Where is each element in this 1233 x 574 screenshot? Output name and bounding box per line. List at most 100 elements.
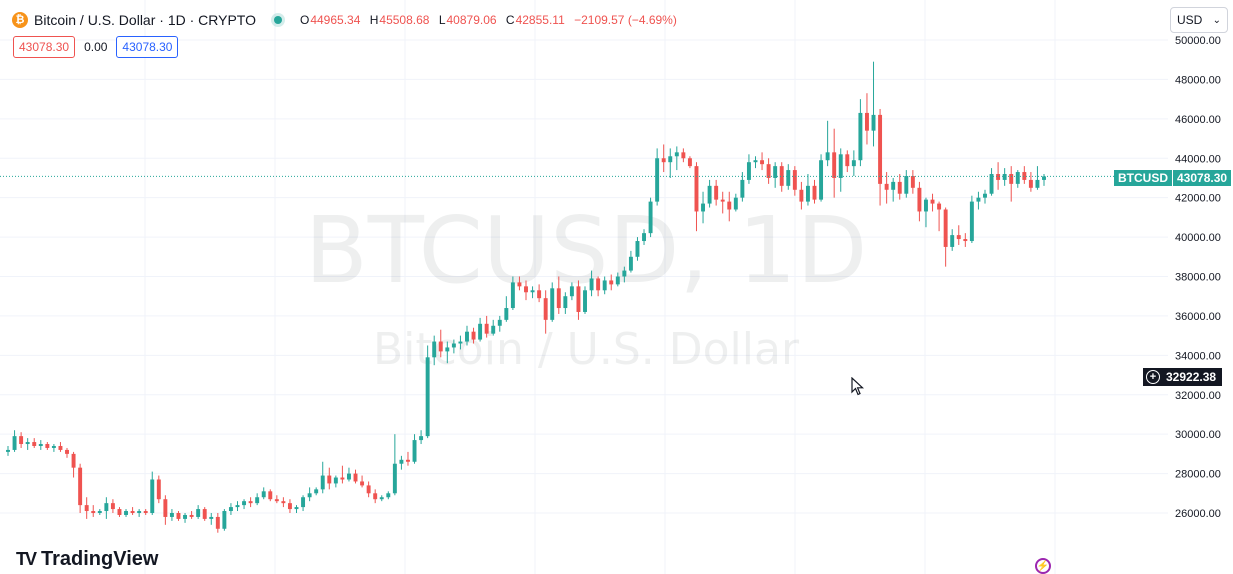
y-tick-label: 36000.00 (1175, 311, 1221, 323)
buy-button[interactable]: 43078.30 (116, 36, 179, 58)
plus-icon[interactable]: + (1146, 370, 1160, 384)
candle-down (1022, 172, 1027, 180)
candle-up (137, 511, 142, 513)
candle-up (1015, 172, 1020, 184)
y-tick-label: 48000.00 (1175, 74, 1221, 86)
candle-up (386, 493, 391, 498)
candle-down (727, 201, 732, 210)
price-axis[interactable]: 26000.00 28000.00 30000.00 32000.00 34000.00… (1175, 35, 1221, 520)
candle-up (773, 166, 778, 178)
candle-down (438, 341, 443, 352)
candle-up (674, 152, 679, 157)
candle-down (58, 445, 63, 450)
candle-up (589, 278, 594, 291)
candle-down (65, 449, 69, 454)
candle-up (38, 444, 43, 446)
watermark-symbol: BTCUSD, 1D (305, 197, 868, 304)
low-label: L (438, 13, 446, 27)
candle-up (320, 475, 325, 490)
candle-down (963, 239, 968, 242)
high-value: 45508.68 (379, 13, 430, 27)
candle-up (1035, 179, 1040, 188)
candle-down (661, 158, 666, 163)
candle-down (537, 290, 542, 299)
candle-down (996, 174, 1001, 180)
candle-down (274, 499, 279, 502)
candle-up (858, 112, 863, 161)
candle-down (360, 481, 365, 486)
open-value: 44965.34 (310, 13, 361, 27)
candle-up (924, 199, 928, 212)
candle-up (425, 357, 430, 437)
candle-down (832, 152, 837, 178)
candle-down (373, 493, 378, 500)
candle-down (524, 286, 528, 293)
candle-down (215, 516, 220, 529)
y-tick-label: 44000.00 (1175, 153, 1221, 165)
tradingview-icon: TV (16, 549, 37, 569)
candle-down (576, 286, 581, 312)
candle-up (242, 501, 247, 506)
candle-down (930, 199, 935, 204)
candle-up (707, 185, 712, 204)
candle-up (740, 179, 745, 198)
candle-up (904, 175, 909, 194)
lightning-icon[interactable]: ⚡ (1035, 558, 1051, 574)
market-status-icon[interactable] (273, 16, 282, 24)
candle-down (720, 199, 725, 202)
sell-button[interactable]: 43078.30 (13, 36, 76, 58)
spread-value: 0.00 (84, 40, 108, 54)
candle-down (878, 114, 883, 184)
candle-down (176, 513, 181, 519)
candle-down (287, 503, 292, 510)
candle-up (97, 511, 102, 513)
candle-up (819, 160, 824, 200)
candle-up (307, 493, 312, 498)
candle-down (937, 203, 942, 210)
symbol-title[interactable]: Bitcoin / U.S. Dollar · 1D · CRYPTO (34, 12, 256, 28)
candle-up (746, 162, 751, 180)
bitcoin-icon: ₿ (12, 12, 28, 28)
candle-up (569, 286, 574, 297)
candle-up (314, 489, 319, 494)
currency-select[interactable]: USD ⌄ (1170, 7, 1228, 33)
candle-down (799, 189, 804, 202)
candle-up (228, 507, 233, 512)
candle-up (261, 491, 266, 498)
candle-up (648, 201, 653, 234)
candle-down (110, 503, 115, 510)
candle-up (183, 514, 188, 519)
candle-up (642, 233, 646, 242)
candle-up (399, 459, 404, 464)
candle-up (491, 325, 496, 334)
candle-down (189, 514, 194, 517)
candle-up (668, 156, 673, 163)
candle-down (143, 511, 148, 513)
candle-up (235, 505, 240, 508)
candle-up (412, 440, 417, 462)
symbol-legend: ₿ Bitcoin / U.S. Dollar · 1D · CRYPTO O4… (12, 10, 677, 30)
candle-up (465, 331, 469, 342)
candle-up (891, 181, 896, 190)
candle-down (766, 164, 771, 178)
candle-down (78, 467, 83, 506)
candle-up (969, 201, 974, 242)
y-tick-label: 42000.00 (1175, 193, 1221, 205)
crosshair-price-tag[interactable]: + 32922.38 (1143, 368, 1223, 386)
candle-up (753, 160, 758, 163)
candle-down (943, 209, 948, 247)
candle-down (543, 298, 548, 320)
candle-up (497, 319, 502, 326)
candle-up (825, 152, 830, 161)
close-value: 42855.11 (515, 13, 565, 27)
candle-down (609, 280, 614, 285)
candle-up (51, 445, 56, 448)
candle-up (1042, 176, 1046, 180)
candle-up (989, 174, 994, 194)
candle-down (760, 160, 765, 165)
candle-down (681, 152, 686, 159)
y-tick-label: 38000.00 (1175, 272, 1221, 284)
tradingview-logo[interactable]: TV TradingView (16, 548, 158, 571)
crosshair-price: 32922.38 (1166, 370, 1217, 384)
